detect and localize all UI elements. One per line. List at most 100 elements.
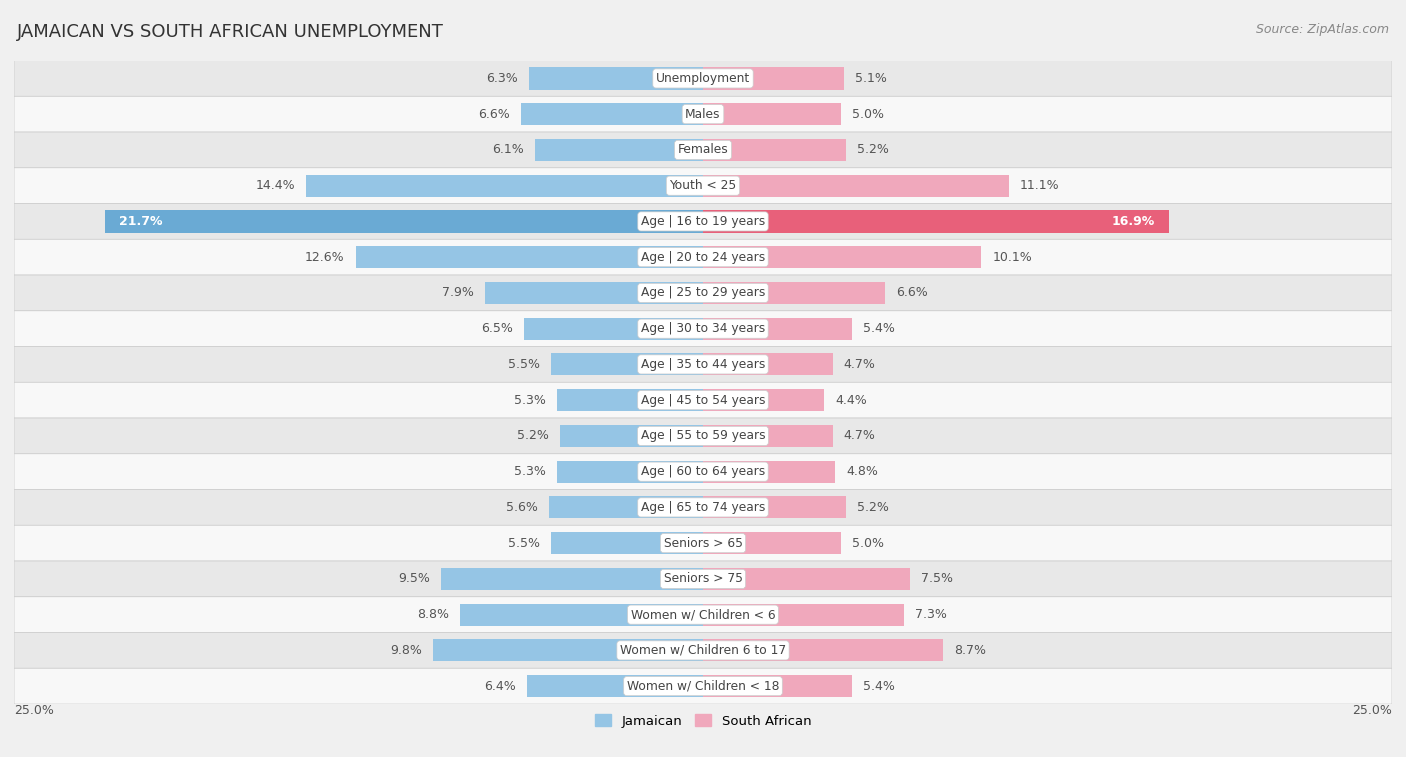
Bar: [703, 568, 910, 590]
FancyBboxPatch shape: [14, 418, 1392, 453]
Text: 6.5%: 6.5%: [481, 322, 513, 335]
Bar: [461, 603, 703, 626]
Bar: [557, 389, 703, 411]
Text: 6.3%: 6.3%: [486, 72, 519, 85]
Bar: [703, 675, 852, 697]
Bar: [551, 532, 703, 554]
Bar: [703, 389, 824, 411]
Text: 21.7%: 21.7%: [118, 215, 162, 228]
Text: 9.5%: 9.5%: [398, 572, 430, 585]
FancyBboxPatch shape: [14, 633, 1392, 668]
Bar: [703, 532, 841, 554]
Bar: [703, 640, 943, 662]
Text: Youth < 25: Youth < 25: [669, 179, 737, 192]
Text: 4.4%: 4.4%: [835, 394, 868, 407]
Text: 5.5%: 5.5%: [509, 358, 540, 371]
FancyBboxPatch shape: [14, 668, 1392, 704]
Text: Age | 35 to 44 years: Age | 35 to 44 years: [641, 358, 765, 371]
Text: 5.4%: 5.4%: [863, 680, 894, 693]
Text: Age | 25 to 29 years: Age | 25 to 29 years: [641, 286, 765, 300]
Bar: [557, 460, 703, 483]
Text: 5.3%: 5.3%: [515, 465, 546, 478]
Text: Age | 30 to 34 years: Age | 30 to 34 years: [641, 322, 765, 335]
Text: 4.7%: 4.7%: [844, 429, 876, 442]
Text: 8.8%: 8.8%: [418, 608, 450, 621]
Text: 5.0%: 5.0%: [852, 107, 884, 120]
Text: 10.1%: 10.1%: [993, 251, 1032, 263]
Bar: [522, 103, 703, 125]
Text: 5.2%: 5.2%: [858, 501, 889, 514]
FancyBboxPatch shape: [14, 382, 1392, 418]
Text: 6.1%: 6.1%: [492, 143, 524, 157]
Text: 6.6%: 6.6%: [478, 107, 510, 120]
FancyBboxPatch shape: [14, 597, 1392, 633]
FancyBboxPatch shape: [14, 132, 1392, 168]
Text: 5.1%: 5.1%: [855, 72, 886, 85]
Bar: [703, 210, 1168, 232]
Text: Women w/ Children < 6: Women w/ Children < 6: [631, 608, 775, 621]
Text: 5.2%: 5.2%: [517, 429, 548, 442]
Bar: [703, 603, 904, 626]
FancyBboxPatch shape: [14, 96, 1392, 132]
FancyBboxPatch shape: [14, 347, 1392, 382]
Text: 5.3%: 5.3%: [515, 394, 546, 407]
Text: Age | 16 to 19 years: Age | 16 to 19 years: [641, 215, 765, 228]
Bar: [703, 103, 841, 125]
Bar: [703, 497, 846, 519]
Text: 11.1%: 11.1%: [1019, 179, 1060, 192]
Bar: [703, 67, 844, 89]
Text: 5.2%: 5.2%: [858, 143, 889, 157]
Text: Women w/ Children < 18: Women w/ Children < 18: [627, 680, 779, 693]
Text: Age | 55 to 59 years: Age | 55 to 59 years: [641, 429, 765, 442]
Text: 5.6%: 5.6%: [506, 501, 537, 514]
Text: 8.7%: 8.7%: [953, 644, 986, 657]
Bar: [703, 246, 981, 268]
Bar: [703, 175, 1010, 197]
Text: Age | 20 to 24 years: Age | 20 to 24 years: [641, 251, 765, 263]
Bar: [356, 246, 703, 268]
FancyBboxPatch shape: [14, 275, 1392, 311]
FancyBboxPatch shape: [14, 239, 1392, 275]
Text: 4.8%: 4.8%: [846, 465, 879, 478]
Text: Unemployment: Unemployment: [655, 72, 751, 85]
Bar: [441, 568, 703, 590]
Bar: [551, 354, 703, 375]
Text: Seniors > 65: Seniors > 65: [664, 537, 742, 550]
Text: JAMAICAN VS SOUTH AFRICAN UNEMPLOYMENT: JAMAICAN VS SOUTH AFRICAN UNEMPLOYMENT: [17, 23, 444, 41]
FancyBboxPatch shape: [14, 525, 1392, 561]
Bar: [524, 318, 703, 340]
Text: 25.0%: 25.0%: [1353, 704, 1392, 717]
Text: Females: Females: [678, 143, 728, 157]
FancyBboxPatch shape: [14, 168, 1392, 204]
Bar: [703, 318, 852, 340]
Text: 9.8%: 9.8%: [389, 644, 422, 657]
Bar: [530, 67, 703, 89]
Text: 7.5%: 7.5%: [921, 572, 953, 585]
Bar: [703, 460, 835, 483]
Bar: [433, 640, 703, 662]
Bar: [560, 425, 703, 447]
FancyBboxPatch shape: [14, 561, 1392, 597]
Legend: Jamaican, South African: Jamaican, South African: [589, 709, 817, 733]
Text: Source: ZipAtlas.com: Source: ZipAtlas.com: [1256, 23, 1389, 36]
Bar: [105, 210, 703, 232]
FancyBboxPatch shape: [14, 311, 1392, 347]
FancyBboxPatch shape: [14, 490, 1392, 525]
Text: 6.6%: 6.6%: [896, 286, 928, 300]
Text: 6.4%: 6.4%: [484, 680, 516, 693]
FancyBboxPatch shape: [14, 453, 1392, 490]
Bar: [703, 139, 846, 161]
Text: 14.4%: 14.4%: [256, 179, 295, 192]
Bar: [703, 425, 832, 447]
Bar: [307, 175, 703, 197]
Text: 7.9%: 7.9%: [443, 286, 474, 300]
Text: Age | 60 to 64 years: Age | 60 to 64 years: [641, 465, 765, 478]
Text: Seniors > 75: Seniors > 75: [664, 572, 742, 585]
FancyBboxPatch shape: [14, 61, 1392, 96]
Text: Women w/ Children 6 to 17: Women w/ Children 6 to 17: [620, 644, 786, 657]
Text: 25.0%: 25.0%: [14, 704, 53, 717]
Bar: [548, 497, 703, 519]
Text: Age | 45 to 54 years: Age | 45 to 54 years: [641, 394, 765, 407]
Bar: [703, 354, 832, 375]
Text: 7.3%: 7.3%: [915, 608, 948, 621]
